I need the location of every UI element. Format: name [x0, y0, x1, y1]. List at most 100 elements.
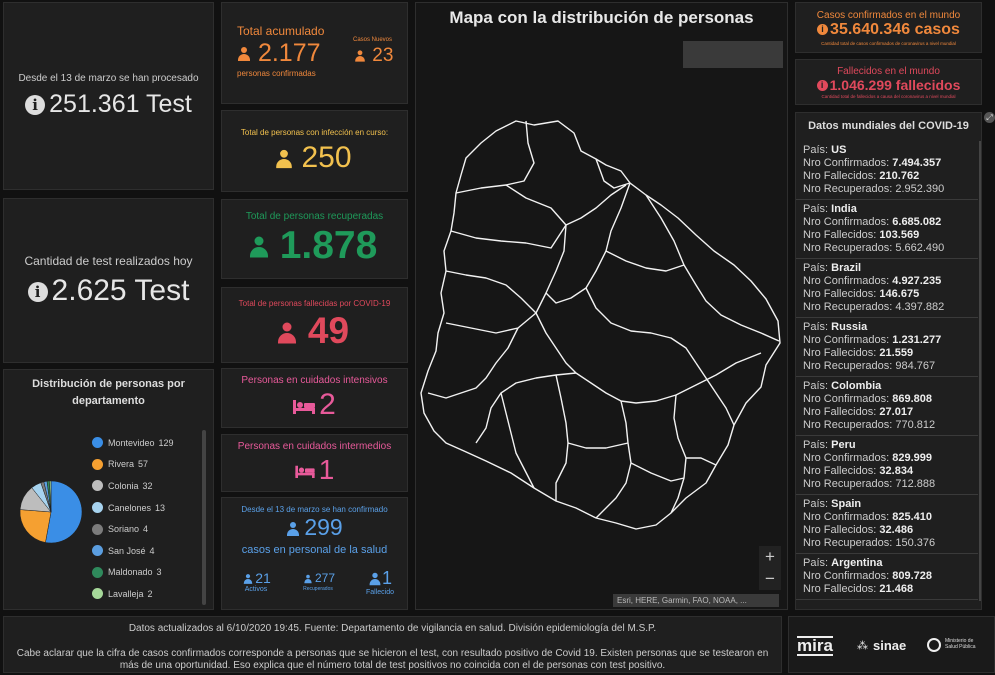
country-confirmed: 7.494.357	[892, 157, 942, 169]
country-deaths: 210.762	[879, 170, 920, 182]
active-cases-value: 250	[301, 140, 352, 174]
intermediate-care-title: Personas en cuidados intermedios	[237, 440, 392, 452]
country-confirmed: 825.410	[892, 511, 933, 523]
recovered-panel: Total de personas recuperadas 1.878	[221, 199, 408, 279]
country-recovered: 770.812	[895, 419, 936, 431]
deaths-label: Nro Fallecidos:	[803, 170, 877, 182]
legend-item[interactable]: Lavalleja 2	[92, 583, 200, 605]
country-name: India	[831, 203, 857, 215]
country-confirmed: 6.685.082	[892, 216, 942, 228]
world-list-scrollbar[interactable]	[979, 141, 981, 601]
total-cases-panel: Total acumulado 2.177 personas confirmad…	[221, 2, 408, 104]
legend-value: 129	[158, 437, 174, 448]
country-row[interactable]: País: Brazil Nro Confirmados: 4.927.235 Nr…	[796, 259, 978, 318]
info-icon: i	[817, 23, 829, 35]
country-confirmed: 809.728	[892, 570, 933, 582]
country-row[interactable]: País: US Nro Confirmados: 7.494.357 Nro Fa…	[796, 141, 978, 200]
zoom-in-button[interactable]: +	[759, 546, 781, 568]
uruguay-map[interactable]	[416, 3, 789, 611]
recovered-label: Nro Recuperados:	[803, 537, 893, 549]
total-cases-title: Total acumulado	[237, 24, 325, 38]
country-name: Russia	[831, 321, 868, 333]
health-deceased-value: 1	[381, 568, 392, 588]
world-deaths-note: Cantidad total de fallecidos a causa del…	[821, 93, 956, 99]
world-country-list[interactable]: País: US Nro Confirmados: 7.494.357 Nro Fa…	[796, 141, 978, 600]
health-workers-value: 299	[304, 514, 343, 540]
departments-panel: Distribución de personas por departament…	[3, 369, 214, 610]
logos-panel: mira ⁂ sinae Ministerio de Salud Pública	[788, 616, 995, 673]
departments-title: Distribución de personas por departament…	[32, 378, 185, 407]
country-row[interactable]: País: India Nro Confirmados: 6.685.082 Nro…	[796, 200, 978, 259]
tests-processed-label: Desde el 13 de marzo se han procesado	[18, 73, 199, 84]
person-icon	[369, 572, 382, 586]
health-workers-subtitle: casos en personal de la salud	[241, 544, 388, 556]
recovered-title: Total de personas recuperadas	[245, 210, 384, 222]
legend-scrollbar[interactable]	[202, 430, 206, 605]
confirmed-label: Nro Confirmados:	[803, 275, 890, 287]
intermediate-care-panel: Personas en cuidados intermedios 1	[221, 434, 408, 492]
pie-slice-montevideo[interactable]	[45, 480, 83, 544]
legend-label: Canelones	[108, 502, 152, 513]
country-confirmed: 829.999	[892, 452, 933, 464]
country-confirmed: 4.927.235	[892, 275, 942, 287]
country-row[interactable]: País: Peru Nro Confirmados: 829.999 Nro Fa…	[796, 436, 978, 495]
world-confirmed-note: Cantidad total de casos confirmados de c…	[821, 40, 956, 46]
country-row[interactable]: País: Colombia Nro Confirmados: 869.808 Nr…	[796, 377, 978, 436]
map-search-box[interactable]	[683, 41, 783, 68]
new-cases-label: Casos Nuevos	[353, 37, 393, 43]
person-icon	[286, 521, 300, 536]
total-cases-value: 2.177	[257, 39, 321, 67]
legend-item[interactable]: Colonia 32	[92, 475, 200, 497]
legend-value: 32	[142, 480, 153, 491]
recovered-label: Nro Recuperados:	[803, 478, 893, 490]
pie-slice-rivera[interactable]	[19, 509, 52, 543]
legend-item[interactable]: San José 4	[92, 540, 200, 562]
bed-icon	[295, 465, 315, 479]
health-active-label: Activos	[244, 586, 268, 594]
msp-logo-icon	[927, 638, 941, 652]
legend-color-swatch	[92, 437, 103, 449]
confirmed-label: Nro Confirmados:	[803, 334, 890, 346]
confirmed-label: Nro Confirmados:	[803, 511, 890, 523]
country-row[interactable]: País: Argentina Nro Confirmados: 809.728 N…	[796, 554, 978, 600]
legend-color-swatch	[92, 502, 103, 514]
country-label: País:	[803, 321, 829, 333]
country-name: Colombia	[831, 380, 882, 392]
sinae-logo-icon: ⁂	[857, 640, 868, 652]
country-label: País:	[803, 439, 829, 451]
intermediate-care-value: 1	[318, 453, 335, 485]
person-icon	[275, 149, 293, 168]
person-icon	[248, 236, 269, 258]
legend-value: 4	[143, 524, 149, 535]
country-confirmed: 869.808	[892, 393, 933, 405]
legend-value: 3	[156, 567, 162, 578]
deaths-value: 49	[307, 309, 350, 351]
deaths-label: Nro Fallecidos:	[803, 465, 877, 477]
confirmed-label: Nro Confirmados:	[803, 216, 890, 228]
deaths-label: Nro Fallecidos:	[803, 288, 877, 300]
person-icon	[237, 47, 251, 62]
footer-panel: Datos actualizados al 6/10/2020 19:45. F…	[3, 616, 782, 673]
legend-item[interactable]: Soriano 4	[92, 518, 200, 540]
confirmed-label: Nro Confirmados:	[803, 452, 890, 464]
map-panel[interactable]: Mapa con la distribución de personas	[415, 2, 788, 610]
expand-icon[interactable]: ⤢	[984, 112, 995, 123]
map-attribution: Esri, HERE, Garmin, FAO, NOAA, ...	[613, 594, 779, 607]
legend-label: Rivera	[108, 459, 135, 470]
legend-item[interactable]: Maldonado 3	[92, 562, 200, 584]
country-recovered: 4.397.882	[895, 301, 945, 313]
country-recovered: 150.376	[895, 537, 936, 549]
country-row[interactable]: País: Russia Nro Confirmados: 1.231.277 Nr…	[796, 318, 978, 377]
legend-item[interactable]: Montevideo 129	[92, 432, 200, 454]
country-row[interactable]: País: Spain Nro Confirmados: 825.410 Nro F…	[796, 495, 978, 554]
confirmed-label: Nro Confirmados:	[803, 570, 890, 582]
health-active-value: 21	[255, 570, 271, 586]
legend-item[interactable]: Canelones 13	[92, 497, 200, 519]
legend-item[interactable]: Rivera 57	[92, 454, 200, 476]
deaths-label: Nro Fallecidos:	[803, 406, 877, 418]
legend-value: 2	[147, 588, 153, 599]
legend-color-swatch	[92, 566, 103, 578]
pie-slice-lavalleja[interactable]	[49, 480, 52, 513]
zoom-out-button[interactable]: −	[759, 568, 781, 590]
legend-value: 13	[155, 502, 166, 513]
